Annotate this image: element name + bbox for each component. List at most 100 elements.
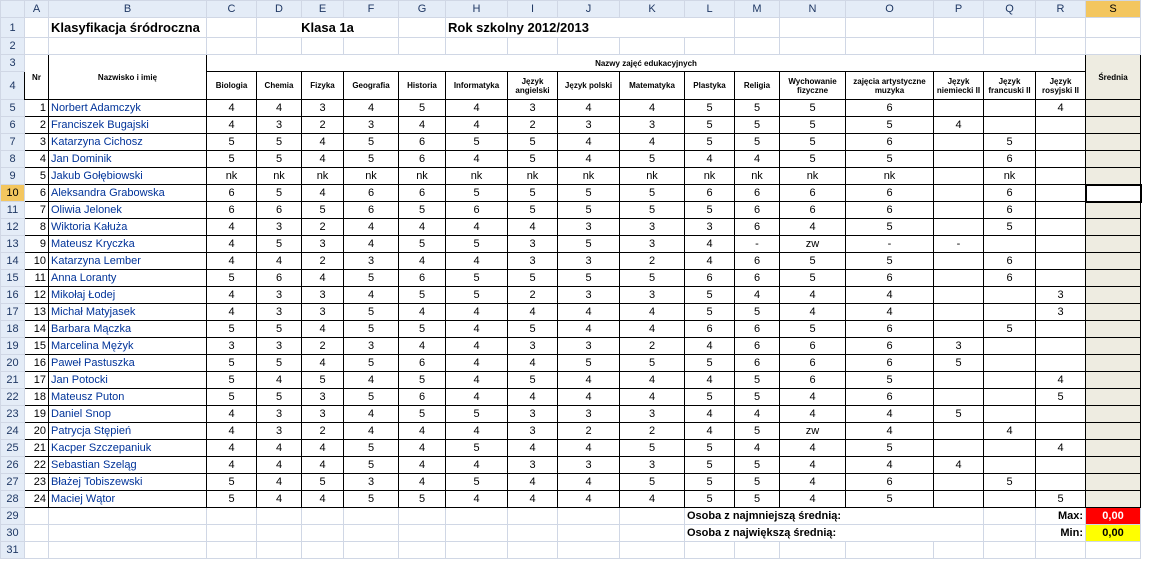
row-header-25[interactable]: 25 <box>1 440 25 457</box>
row-header-14[interactable]: 14 <box>1 253 25 270</box>
row-header-9[interactable]: 9 <box>1 168 25 185</box>
grade-cell: 5 <box>735 389 780 406</box>
col-header-O[interactable]: O <box>846 1 934 18</box>
col-header-P[interactable]: P <box>934 1 984 18</box>
col-header-S[interactable]: S <box>1086 1 1141 18</box>
cell <box>558 542 620 559</box>
col-header-J[interactable]: J <box>558 1 620 18</box>
col-header-B[interactable]: B <box>49 1 207 18</box>
row-header-29[interactable]: 29 <box>1 508 25 525</box>
grade-cell <box>934 287 984 304</box>
col-header-H[interactable]: H <box>446 1 508 18</box>
grade-cell: 5 <box>508 134 558 151</box>
row-header-17[interactable]: 17 <box>1 304 25 321</box>
row-header-23[interactable]: 23 <box>1 406 25 423</box>
grade-cell: 3 <box>508 100 558 117</box>
grade-cell <box>1036 134 1086 151</box>
cell <box>934 18 984 38</box>
row-header-30[interactable]: 30 <box>1 525 25 542</box>
row-header-3[interactable]: 3 <box>1 55 25 72</box>
cell <box>780 542 846 559</box>
grade-cell <box>1036 168 1086 185</box>
grade-cell: 5 <box>508 372 558 389</box>
col-header-Q[interactable]: Q <box>984 1 1036 18</box>
grade-cell <box>934 151 984 168</box>
cell <box>49 542 207 559</box>
row-header-21[interactable]: 21 <box>1 372 25 389</box>
row-header-5[interactable]: 5 <box>1 100 25 117</box>
row-header-8[interactable]: 8 <box>1 151 25 168</box>
grade-cell: 4 <box>780 474 846 491</box>
grade-cell: 3 <box>508 457 558 474</box>
grade-cell: 6 <box>735 202 780 219</box>
grade-cell: 5 <box>508 151 558 168</box>
grade-cell: 3 <box>257 304 302 321</box>
title-year: Rok szkolny 2012/2013 <box>446 18 735 38</box>
cell-nr: 15 <box>25 338 49 355</box>
grade-cell: 4 <box>620 134 685 151</box>
grade-cell: 4 <box>399 338 446 355</box>
row-header-4[interactable]: 4 <box>1 72 25 100</box>
col-header-N[interactable]: N <box>780 1 846 18</box>
row-header-13[interactable]: 13 <box>1 236 25 253</box>
row-header-12[interactable]: 12 <box>1 219 25 236</box>
hdr-subject-0: Biologia <box>207 72 257 100</box>
grade-cell: 4 <box>508 389 558 406</box>
row-header-26[interactable]: 26 <box>1 457 25 474</box>
col-header-G[interactable]: G <box>399 1 446 18</box>
grade-cell: 5 <box>735 117 780 134</box>
col-header-L[interactable]: L <box>685 1 735 18</box>
grade-cell: 5 <box>207 134 257 151</box>
grade-cell: 2 <box>302 219 344 236</box>
grade-cell: 4 <box>207 457 257 474</box>
row-header-24[interactable]: 24 <box>1 423 25 440</box>
row-header-27[interactable]: 27 <box>1 474 25 491</box>
row-header-7[interactable]: 7 <box>1 134 25 151</box>
grade-cell: 5 <box>446 236 508 253</box>
col-header-F[interactable]: F <box>344 1 399 18</box>
col-header-K[interactable]: K <box>620 1 685 18</box>
hdr-subject-14: Język francuski II <box>984 72 1036 100</box>
grade-cell: nk <box>780 168 846 185</box>
row-header-16[interactable]: 16 <box>1 287 25 304</box>
row-header-31[interactable]: 31 <box>1 542 25 559</box>
col-header-M[interactable]: M <box>735 1 780 18</box>
grade-cell: 4 <box>558 100 620 117</box>
grade-cell <box>934 134 984 151</box>
row-header-18[interactable]: 18 <box>1 321 25 338</box>
grade-cell: 5 <box>620 270 685 287</box>
cell-nr: 13 <box>25 304 49 321</box>
grade-cell: 4 <box>780 440 846 457</box>
grade-cell: 6 <box>780 372 846 389</box>
cell <box>49 38 207 55</box>
row-header-1[interactable]: 1 <box>1 18 25 38</box>
col-header-R[interactable]: R <box>1036 1 1086 18</box>
grade-cell <box>1036 457 1086 474</box>
row-header-15[interactable]: 15 <box>1 270 25 287</box>
col-header-I[interactable]: I <box>508 1 558 18</box>
col-header-C[interactable]: C <box>207 1 257 18</box>
col-header-E[interactable]: E <box>302 1 344 18</box>
cell-nr: 22 <box>25 457 49 474</box>
row-header-20[interactable]: 20 <box>1 355 25 372</box>
cell-average <box>1086 287 1141 304</box>
row-header-2[interactable]: 2 <box>1 38 25 55</box>
cell <box>984 508 1036 525</box>
col-header-A[interactable]: A <box>25 1 49 18</box>
row-header-28[interactable]: 28 <box>1 491 25 508</box>
grade-cell: 4 <box>685 338 735 355</box>
cell-nr: 20 <box>25 423 49 440</box>
grade-cell <box>934 372 984 389</box>
row-header-6[interactable]: 6 <box>1 117 25 134</box>
row-header-19[interactable]: 19 <box>1 338 25 355</box>
grade-cell <box>934 389 984 406</box>
grade-cell: 4 <box>446 355 508 372</box>
row-header-11[interactable]: 11 <box>1 202 25 219</box>
worksheet-scroll[interactable]: ABCDEFGHIJKLMNOPQRS1Klasyfikacja śródroc… <box>0 0 1164 566</box>
col-header-D[interactable]: D <box>257 1 302 18</box>
grade-cell <box>984 372 1036 389</box>
row-header-10[interactable]: 10 <box>1 185 25 202</box>
row-header-22[interactable]: 22 <box>1 389 25 406</box>
select-all-corner[interactable] <box>1 1 25 18</box>
grade-cell: 4 <box>207 219 257 236</box>
